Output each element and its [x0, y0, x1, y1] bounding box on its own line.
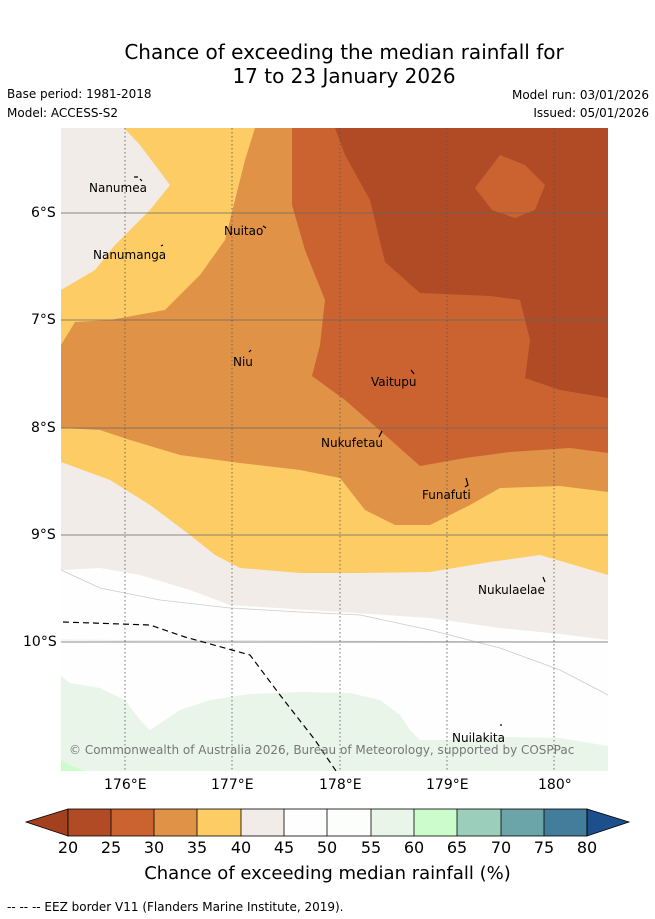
contour-25-30-island — [475, 155, 545, 218]
label-nanumanga: Nanumanga — [93, 248, 167, 262]
colorbar-40-45 — [241, 809, 284, 836]
y-tick-8s: 8°S — [31, 420, 56, 436]
cb-label-40: 40 — [230, 838, 252, 857]
title-line-1: Chance of exceeding the median rainfall … — [124, 40, 564, 64]
colorbar-60-65 — [414, 809, 457, 836]
colorbar-70-75 — [501, 809, 544, 836]
cb-label-60: 60 — [403, 838, 425, 857]
title-line-2: 17 to 23 January 2026 — [232, 64, 456, 88]
graticule — [61, 212, 608, 643]
eez-footnote: -- -- -- EEZ border V11 (Flanders Marine… — [7, 900, 344, 914]
colorbar-45-50 — [284, 809, 327, 836]
colorbar-35-40 — [197, 809, 241, 836]
cb-label-80: 80 — [576, 838, 598, 857]
cb-label-70: 70 — [490, 838, 512, 857]
y-tick-6s: 6°S — [31, 205, 56, 221]
label-niu: Niu — [233, 355, 253, 369]
x-tick-178e: 178°E — [319, 777, 362, 793]
x-tick-176e: 176°E — [104, 777, 147, 793]
eez-border — [62, 621, 337, 771]
model-run: Model run: 03/01/2026 — [511, 88, 649, 102]
colorbar-25-30 — [111, 809, 154, 836]
contour-55-60 — [61, 676, 608, 771]
x-tick-179e: 179°E — [426, 777, 469, 793]
cb-label-30: 30 — [143, 838, 165, 857]
island-marks — [134, 176, 546, 726]
colorbar-title: Chance of exceeding median rainfall (%) — [144, 863, 511, 884]
colorbar-75-80 — [544, 809, 587, 836]
cb-label-55: 55 — [360, 838, 382, 857]
x-tick-177e: 177°E — [211, 777, 254, 793]
cb-label-45: 45 — [273, 838, 295, 857]
label-nuitao: Nuitao — [224, 224, 264, 238]
colorbar-20-25 — [68, 809, 111, 836]
cb-label-50: 50 — [316, 838, 338, 857]
colorbar-50-55 — [327, 809, 371, 836]
cb-label-65: 65 — [446, 838, 468, 857]
base-period: Base period: 1981-2018 — [7, 87, 152, 101]
model-name: Model: ACCESS-S2 — [7, 106, 119, 120]
cb-label-35: 35 — [186, 838, 208, 857]
cb-label-25: 25 — [100, 838, 122, 857]
y-tick-9s: 9°S — [31, 527, 56, 543]
x-tick-180: 180° — [538, 777, 572, 793]
y-tick-7s: 7°S — [31, 312, 56, 328]
y-tick-10s: 10°S — [23, 634, 57, 650]
label-funafuti: Funafuti — [422, 488, 471, 502]
cb-label-20: 20 — [57, 838, 79, 857]
label-nanumea: Nanumea — [89, 181, 147, 195]
colorbar-above80 — [586, 808, 631, 837]
label-nukulaelae: Nukulaelae — [478, 583, 545, 597]
label-nuilakita: Nuilakita — [452, 731, 505, 745]
cb-label-75: 75 — [533, 838, 555, 857]
colorbar-65-70 — [457, 809, 501, 836]
colorbar-30-35 — [154, 809, 197, 836]
contour-60-65 — [61, 760, 85, 771]
copyright-notice: © Commonwealth of Australia 2026, Bureau… — [69, 743, 575, 757]
label-nukufetau: Nukufetau — [321, 436, 384, 450]
colorbar — [24, 808, 631, 837]
issued-date: Issued: 05/01/2026 — [533, 106, 649, 120]
label-vaitupu: Vaitupu — [371, 375, 417, 389]
chart-title: Chance of exceeding the median rainfall … — [0, 40, 655, 88]
colorbar-below20 — [24, 808, 69, 837]
colorbar-55-60 — [371, 809, 414, 836]
